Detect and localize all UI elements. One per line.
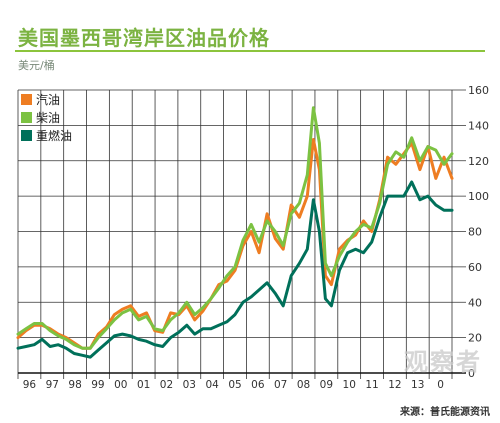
x-tick-label: 09 <box>320 379 333 391</box>
x-tick-label: 98 <box>68 379 81 391</box>
x-tick-label: 11 <box>365 379 378 391</box>
x-tick-label: 08 <box>297 379 310 391</box>
y-tick-label: 140 <box>468 119 489 132</box>
x-tick-label: 99 <box>91 379 104 391</box>
x-tick-label: 01 <box>137 379 150 391</box>
title-divider <box>15 50 485 52</box>
source-note: 来源：普氏能源资讯 <box>400 407 490 418</box>
x-tick-label: 05 <box>228 379 241 391</box>
legend-swatch <box>21 112 32 123</box>
x-tick-label: 97 <box>46 379 59 391</box>
chart-series <box>16 106 454 359</box>
legend-swatch <box>21 94 32 105</box>
y-tick-label: 0 <box>468 367 475 380</box>
legend-label: 汽油 <box>36 92 60 107</box>
y-tick-label: 160 <box>468 84 489 97</box>
x-tick-label: 10 <box>343 379 356 391</box>
x-tick-label: 02 <box>160 379 173 391</box>
series-line-3 <box>16 180 454 359</box>
x-tick-label: 03 <box>183 379 196 391</box>
y-tick-label: 80 <box>468 226 482 239</box>
legend-label: 柴油 <box>36 111 60 125</box>
legend-swatch <box>21 130 32 141</box>
x-tick-label: 06 <box>251 379 265 391</box>
legend-label: 重燃油 <box>36 128 72 143</box>
x-tick-label: 13 <box>411 379 424 391</box>
y-tick-label: 60 <box>468 261 482 274</box>
x-tick-label: 0 <box>437 379 444 391</box>
y-tick-label: 20 <box>468 332 482 345</box>
series-line-2 <box>16 106 454 350</box>
x-tick-label: 00 <box>114 379 127 391</box>
x-tick-label: 12 <box>388 379 401 391</box>
chart-grid <box>17 89 466 379</box>
x-tick-label: 07 <box>274 379 287 391</box>
y-tick-label: 40 <box>468 296 482 309</box>
y-tick-label: 100 <box>468 190 489 203</box>
y-tick-label: 120 <box>468 155 489 168</box>
page-title: 美国墨西哥湾岸区油品价格 <box>18 26 270 50</box>
x-tick-label: 96 <box>23 379 37 391</box>
x-tick-label: 04 <box>205 379 219 391</box>
unit-label: 美元/桶 <box>18 59 55 72</box>
watermark-logo: 观察者 <box>404 348 482 376</box>
